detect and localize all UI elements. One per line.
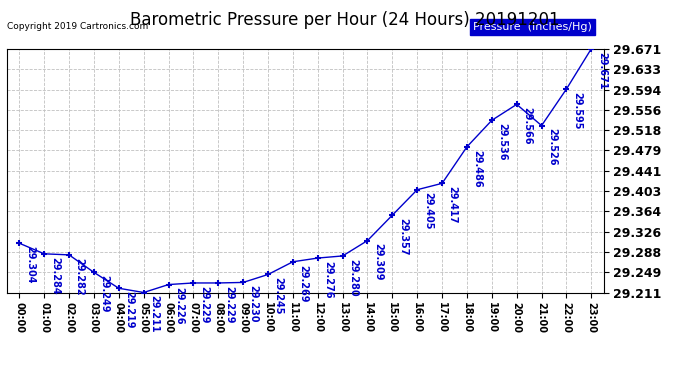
Text: 29.219: 29.219 — [124, 291, 135, 328]
Text: 29.405: 29.405 — [423, 192, 433, 230]
Text: 29.245: 29.245 — [273, 277, 284, 315]
Text: Copyright 2019 Cartronics.com: Copyright 2019 Cartronics.com — [7, 22, 148, 31]
Text: 29.417: 29.417 — [448, 186, 457, 224]
Text: 29.226: 29.226 — [174, 287, 184, 325]
Text: Pressure  (Inches/Hg): Pressure (Inches/Hg) — [473, 22, 592, 32]
Text: 29.536: 29.536 — [497, 123, 507, 160]
Text: 29.229: 29.229 — [199, 286, 209, 323]
Text: 29.486: 29.486 — [473, 150, 482, 187]
Text: 29.526: 29.526 — [547, 128, 557, 166]
Text: 29.211: 29.211 — [149, 295, 159, 333]
Text: 29.671: 29.671 — [597, 51, 607, 89]
Text: 29.595: 29.595 — [572, 92, 582, 129]
Text: 29.229: 29.229 — [224, 286, 234, 323]
Text: 29.249: 29.249 — [99, 275, 110, 313]
Text: 29.309: 29.309 — [373, 243, 383, 281]
Text: 29.282: 29.282 — [75, 258, 85, 295]
Text: 29.284: 29.284 — [50, 256, 60, 294]
Text: 29.280: 29.280 — [348, 259, 358, 296]
Text: 29.304: 29.304 — [25, 246, 35, 284]
Text: 29.230: 29.230 — [248, 285, 259, 323]
Text: 29.269: 29.269 — [299, 264, 308, 302]
Text: 29.566: 29.566 — [522, 107, 532, 145]
Text: 29.357: 29.357 — [398, 218, 408, 255]
Text: 29.276: 29.276 — [324, 261, 333, 299]
Text: Barometric Pressure per Hour (24 Hours) 20191201: Barometric Pressure per Hour (24 Hours) … — [130, 11, 560, 29]
